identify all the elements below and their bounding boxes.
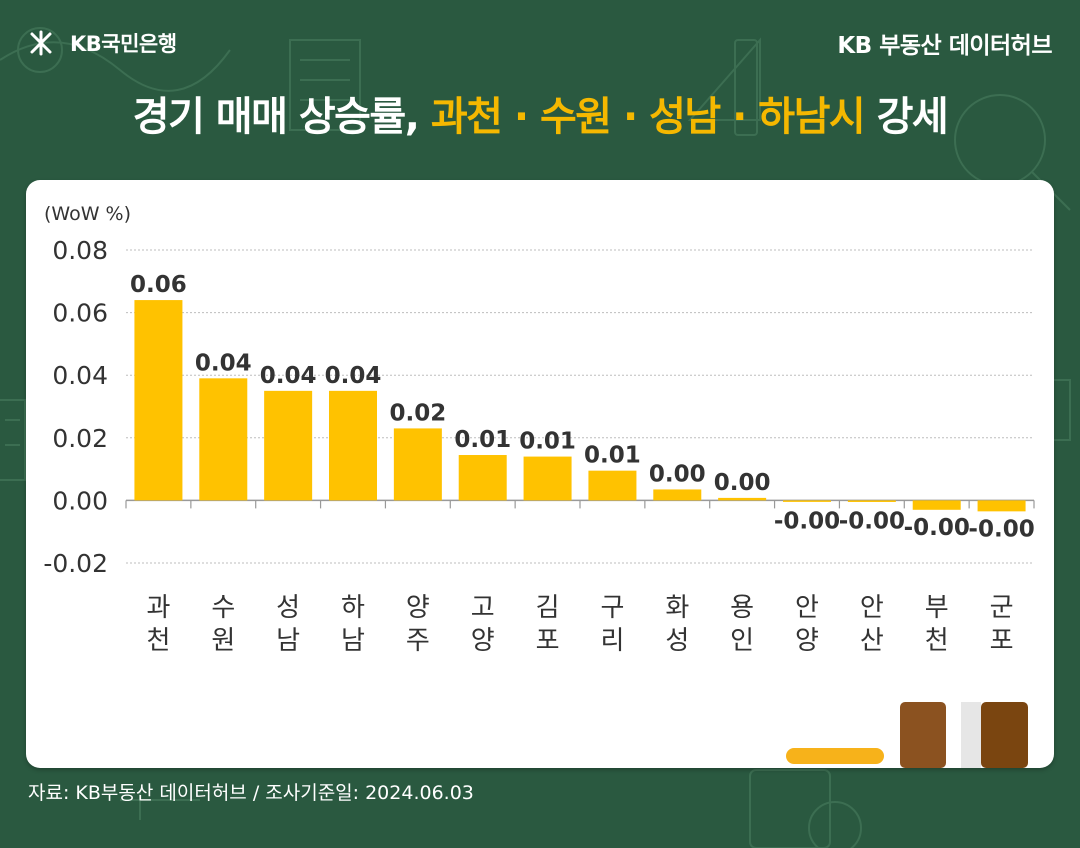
decorative-blocks: [786, 702, 1028, 768]
kb-star-icon: [30, 30, 52, 56]
source-note: 자료: KB부동산 데이터허브 / 조사기준일: 2024.06.03: [28, 782, 474, 804]
page-title: 경기 매매 상승률, 과천 · 수원 · 성남 · 하남시 강세: [0, 84, 1080, 142]
data-label: -0.00: [968, 516, 1034, 542]
data-label: 0.06: [130, 272, 187, 298]
logo-text: KB국민은행: [70, 32, 177, 56]
brown-block-decoration: [900, 702, 946, 768]
bar-layer: [134, 300, 1026, 512]
bar: [977, 500, 1026, 512]
data-label: 0.00: [714, 470, 771, 496]
data-label: 0.02: [389, 400, 446, 426]
data-label: 0.04: [195, 350, 252, 376]
bar: [264, 390, 313, 501]
dark-brown-block-decoration: [981, 702, 1028, 768]
title-highlight: 과천 · 수원 · 성남 · 하남시: [430, 94, 866, 140]
bar: [912, 500, 961, 510]
bar: [523, 456, 572, 501]
y-tick-label: 0.00: [52, 486, 108, 515]
brand-label: KB 부동산 데이터허브: [837, 33, 1052, 59]
data-label: 0.04: [260, 363, 317, 389]
bar: [847, 500, 896, 502]
y-tick-label: 0.02: [52, 424, 108, 453]
chart-card: (WoW %) 0.08 0.06 0.04 0.02 0.00 -0.02 0.06 과 천…: [26, 180, 1054, 768]
bar: [329, 390, 377, 501]
data-label: -0.00: [904, 515, 970, 541]
bar: [588, 470, 637, 501]
bar-chart: (WoW %) 0.08 0.06 0.04 0.02 0.00 -0.02 0.06 과 천…: [43, 203, 1035, 768]
y-tick-label: 0.06: [52, 299, 108, 328]
bar: [653, 489, 702, 501]
bar: [718, 497, 767, 501]
unit-label: (WoW %): [44, 203, 131, 225]
grid-layer: 0.08 0.06 0.04 0.02 0.00 -0.02: [43, 236, 1035, 578]
data-label: -0.00: [774, 508, 840, 534]
data-label: 0.01: [584, 443, 641, 469]
data-label: 0.01: [519, 429, 576, 455]
data-label: 0.04: [325, 363, 382, 389]
title-part2: 강세: [864, 94, 949, 140]
bar: [199, 378, 248, 501]
data-label: 0.01: [454, 427, 511, 453]
grey-block-decoration: [961, 702, 981, 768]
y-tick-label: 0.04: [52, 361, 108, 390]
data-label: 0.00: [649, 461, 706, 487]
bar: [134, 300, 183, 501]
bar: [458, 455, 507, 501]
bar: [783, 500, 831, 502]
y-tick-label: -0.02: [43, 549, 108, 578]
kb-logo: KB국민은행: [28, 28, 177, 58]
yellow-pill-decoration: [786, 748, 884, 764]
title-part1: 경기 매매 상승률,: [132, 94, 431, 140]
y-tick-label: 0.08: [52, 236, 108, 265]
label-layer: 0.06 과 천 0.04 수 원 0.04 성 남 0.04 하 남 0.02 양 주 0.01 고 양 0.01…: [130, 272, 1035, 656]
data-label: -0.00: [839, 508, 905, 534]
bar: [393, 428, 442, 501]
